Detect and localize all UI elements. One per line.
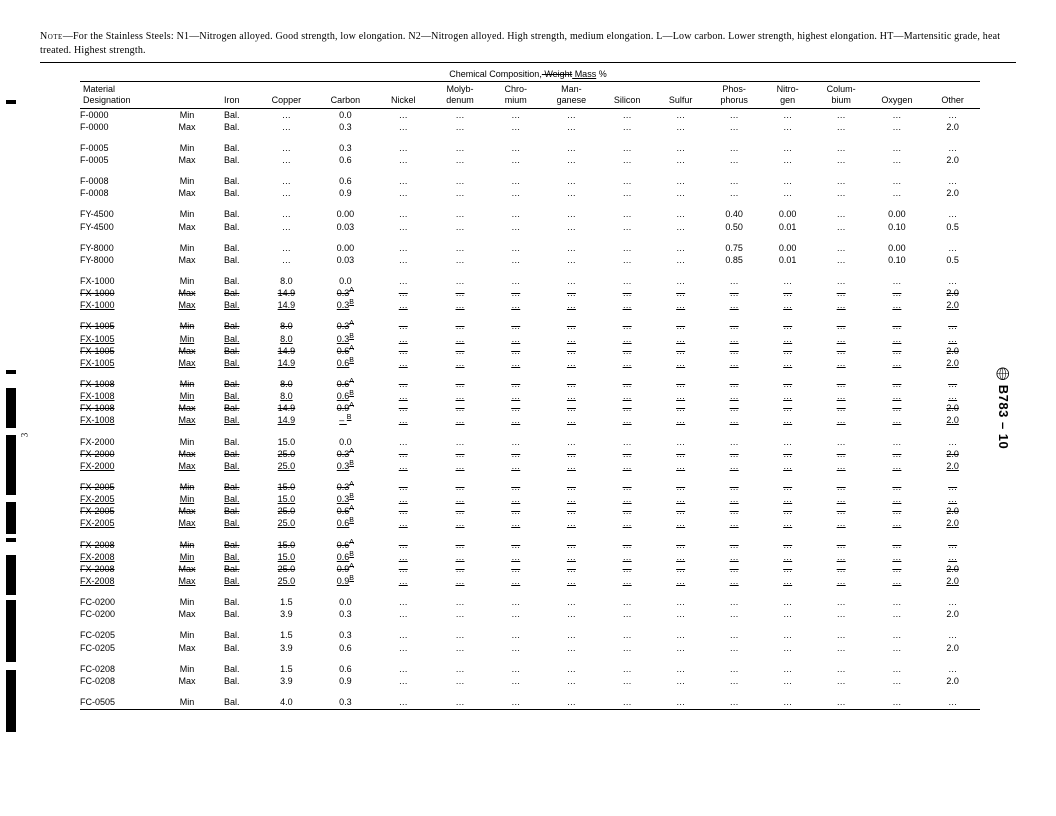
table-row: FX-2008MaxBal.25.00.9B…………………………2.0 (80, 575, 980, 587)
col-header: Iron (207, 82, 257, 109)
table-row: FX-1008MaxBal.14.90.9A…………………………2.0 (80, 402, 980, 414)
table-row: FX-2005MaxBal.25.00.6A…………………………2.0 (80, 505, 980, 517)
table-wrap: Chemical Composition, Weight Mass % Mate… (40, 69, 1016, 710)
table-row: FX-2000MaxBal.25.00.3B…………………………2.0 (80, 460, 980, 472)
table-row: FX-1005MinBal.8.00.3B…………………………… (80, 333, 980, 345)
table-row: FC-0205MaxBal.3.90.6…………………………2.0 (80, 642, 980, 654)
col-header: Copper (257, 82, 316, 109)
table-row: FC-0205MinBal.1.50.3…………………………… (80, 629, 980, 641)
table-row: FX-2000MinBal.15.00.0…………………………… (80, 436, 980, 448)
table-row: F-0005MinBal.…0.3…………………………… (80, 142, 980, 154)
table-row: F-0000MaxBal.…0.3…………………………2.0 (80, 121, 980, 133)
table-row: FY-4500MaxBal.…0.03………………0.500.01…0.100.… (80, 221, 980, 233)
table-row: FX-1008MinBal.8.00.6A…………………………… (80, 378, 980, 390)
table-row: FX-1008MinBal.8.00.6B…………………………… (80, 390, 980, 402)
doc-id-side: B783 – 10 (995, 367, 1010, 450)
table-row: FX-2005MinBal.15.00.3A…………………………… (80, 481, 980, 493)
table-row: FX-1005MaxBal.14.90.6A…………………………2.0 (80, 345, 980, 357)
table-row: FX-2008MaxBal.25.00.9A…………………………2.0 (80, 563, 980, 575)
col-header: Material Designation (80, 82, 167, 109)
col-header: Other (925, 82, 980, 109)
table-row: F-0008MaxBal.…0.9…………………………2.0 (80, 187, 980, 199)
col-header: Oxygen (868, 82, 925, 109)
table-row: FX-2000MaxBal.25.00.3A…………………………2.0 (80, 448, 980, 460)
top-rule (40, 62, 1016, 63)
col-header: Nitro-gen (761, 82, 813, 109)
table-row: FX-1005MinBal.8.00.3A…………………………… (80, 320, 980, 332)
note-text: Note—For the Stainless Steels: N1—Nitrog… (40, 30, 1016, 58)
table-row: FC-0200MaxBal.3.90.3…………………………2.0 (80, 608, 980, 620)
table-row: FX-2005MinBal.15.00.3B…………………………… (80, 493, 980, 505)
table-row: FX-1000MaxBal.14.90.3A…………………………2.0 (80, 287, 980, 299)
note-body: —For the Stainless Steels: N1—Nitrogen a… (40, 31, 1000, 56)
table-row: FC-0505MinBal.4.00.3…………………………… (80, 696, 980, 708)
header-row: Material Designation IronCopperCarbonNick… (80, 82, 980, 109)
col-header: Phos-phorus (707, 82, 762, 109)
note-label: Note (40, 31, 63, 42)
astm-icon (996, 367, 1010, 381)
table-row: FX-1000MinBal.8.00.0…………………………… (80, 275, 980, 287)
table-row: FX-1008MaxBal.14.9– B…………………………2.0 (80, 414, 980, 426)
col-header (167, 82, 206, 109)
col-header: Sulfur (654, 82, 706, 109)
table-row: FX-2008MinBal.15.00.6B…………………………… (80, 551, 980, 563)
col-header: Carbon (316, 82, 375, 109)
table-row: FC-0200MinBal.1.50.0…………………………… (80, 596, 980, 608)
table-row: FC-0208MinBal.1.50.6…………………………… (80, 663, 980, 675)
table-row: FX-1000MaxBal.14.90.3B…………………………2.0 (80, 299, 980, 311)
table-row: FX-2008MinBal.15.00.6A…………………………… (80, 539, 980, 551)
col-header: Silicon (600, 82, 655, 109)
table-row: FY-8000MaxBal.…0.03………………0.850.01…0.100.… (80, 254, 980, 266)
page-number: 3 (19, 433, 29, 438)
table-row: FC-0208MaxBal.3.90.9…………………………2.0 (80, 675, 980, 687)
table-row: FY-4500MinBal.…0.00………………0.400.00…0.00… (80, 208, 980, 220)
composition-table: Material Designation IronCopperCarbonNick… (80, 81, 980, 710)
table-row: F-0008MinBal.…0.6…………………………… (80, 175, 980, 187)
table-row: FX-1005MaxBal.14.90.6B…………………………2.0 (80, 357, 980, 369)
table-caption: Chemical Composition, Weight Mass % (40, 69, 1016, 79)
col-header: Nickel (375, 82, 432, 109)
col-header: Chro-mium (488, 82, 543, 109)
col-header: Colum-bium (814, 82, 869, 109)
col-header: Man-ganese (543, 82, 600, 109)
table-row: FY-8000MinBal.…0.00………………0.750.00…0.00… (80, 242, 980, 254)
table-row: F-0000MinBal.…0.0…………………………… (80, 108, 980, 121)
table-row: F-0005MaxBal.…0.6…………………………2.0 (80, 154, 980, 166)
col-header: Molyb-denum (432, 82, 489, 109)
table-row: FX-2005MaxBal.25.00.6B…………………………2.0 (80, 517, 980, 529)
